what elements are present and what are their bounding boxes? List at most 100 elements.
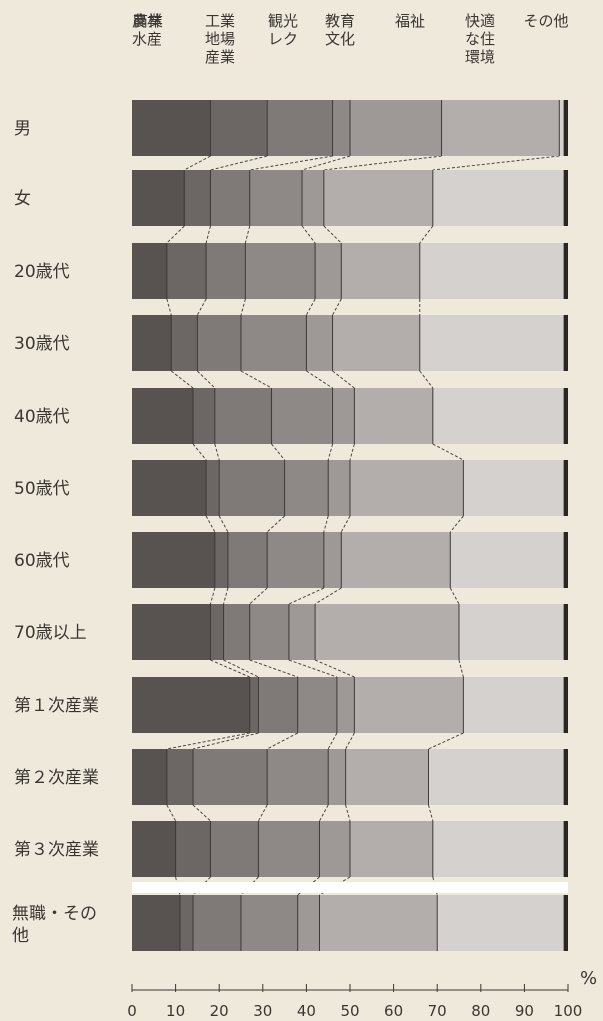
category-label: 無職・その他	[12, 904, 97, 946]
connector-line	[224, 588, 228, 604]
connector-line	[333, 299, 342, 315]
bar-segment	[289, 604, 315, 660]
bar-segment	[285, 460, 329, 516]
category-label: 60歳代	[14, 551, 70, 571]
connector-line	[193, 805, 210, 821]
connector-line	[324, 516, 328, 532]
segment-label-line: レク	[268, 30, 298, 48]
connector-line	[250, 660, 298, 677]
category-label: 第３次産業	[14, 840, 99, 860]
connector-line	[167, 299, 171, 315]
connector-line	[197, 371, 214, 388]
bar-segment	[333, 388, 355, 444]
bar-segment	[228, 532, 267, 588]
category-label: 男	[14, 119, 31, 139]
segment-label: 観光レク	[268, 12, 298, 48]
connector-line	[241, 299, 245, 315]
connector-line	[433, 444, 464, 460]
bar-segment	[564, 749, 568, 805]
segment-label-line: 福祉	[395, 12, 425, 30]
connector-line	[450, 588, 459, 604]
category-label: 70歳以上	[14, 623, 87, 643]
bar-segment	[463, 677, 563, 733]
bar-segment	[132, 460, 206, 516]
segment-label: 工業地場産業	[205, 12, 235, 66]
category-label: 第２次産業	[14, 768, 99, 788]
x-tick-label: 40	[297, 1002, 316, 1020]
bar-segment	[132, 821, 176, 877]
segment-label: 福祉	[395, 12, 425, 30]
bar-segment	[171, 315, 197, 371]
x-tick-label: 0	[127, 1002, 137, 1020]
bar-segment	[324, 532, 341, 588]
x-tick-label: 70	[428, 1002, 447, 1020]
connector-line	[346, 805, 350, 821]
category-label: 女	[14, 189, 31, 209]
x-tick-label: 10	[166, 1002, 185, 1020]
segment-label-line: 工業	[205, 12, 235, 30]
category-label: 20歳代	[14, 262, 70, 282]
segment-label-line: 快適	[465, 12, 495, 30]
bar-segment	[333, 315, 420, 371]
bar-segment	[350, 460, 463, 516]
segment-label-line: 産業	[205, 48, 235, 66]
bar-segment	[132, 604, 210, 660]
connector-line	[224, 660, 259, 677]
bar-segment	[306, 315, 332, 371]
segment-label: 快適な住環境	[465, 12, 495, 66]
x-tick-label: 90	[515, 1002, 534, 1020]
bar-segment	[315, 604, 459, 660]
category-labels: 男女 20歳代 30歳代 40歳代 50歳代 60歳代 70歳以上第１次産業第２次産業第３次…	[12, 119, 99, 946]
bar-segment	[302, 170, 324, 226]
bar-segment	[267, 100, 332, 156]
connector-line	[341, 516, 350, 532]
bar-segment	[210, 170, 249, 226]
connector-line	[328, 733, 337, 749]
bar-segment	[245, 243, 315, 299]
bar-segment	[341, 243, 419, 299]
bar-segment	[420, 315, 564, 371]
bar-segment	[193, 895, 241, 951]
connector-line	[167, 733, 250, 749]
connector-line	[167, 805, 176, 821]
bar-segment	[564, 170, 568, 226]
segment-label-line: 商業	[133, 12, 163, 30]
bar-segment	[354, 388, 432, 444]
bar-segment	[559, 100, 563, 156]
connector-line	[167, 226, 184, 243]
connector-line	[193, 733, 258, 749]
connector-line	[210, 588, 214, 604]
bar-segment	[132, 243, 167, 299]
bar-segment	[564, 100, 568, 156]
bar-segment	[564, 388, 568, 444]
bar-segment	[564, 315, 568, 371]
category-label: 50歳代	[14, 479, 70, 499]
x-tick-label: 80	[471, 1002, 490, 1020]
bar-segment	[564, 677, 568, 733]
connector-line	[245, 226, 249, 243]
bar-segment	[132, 170, 184, 226]
bar-segment	[564, 821, 568, 877]
bar-segment	[341, 532, 450, 588]
bar-segment	[224, 604, 250, 660]
bar-segment	[132, 895, 180, 951]
bar-segment	[215, 532, 228, 588]
bar-segment	[437, 895, 563, 951]
bar-segment	[564, 895, 568, 951]
connector-line	[241, 371, 272, 388]
connector-line	[210, 156, 267, 170]
category-label-line: 無職・その	[12, 904, 97, 924]
connector-line	[302, 226, 315, 243]
x-axis-unit-label: %	[580, 968, 597, 989]
bar-segment	[241, 315, 306, 371]
x-axis: % 0 10 20 30 40 50 60 70 80 90 100	[127, 968, 597, 1020]
connector-line	[272, 444, 285, 460]
bar-segment	[459, 604, 564, 660]
category-label: 第１次産業	[14, 696, 99, 716]
connector-line	[267, 516, 284, 532]
bar-segment	[250, 170, 302, 226]
bar-segment	[346, 749, 429, 805]
segment-label: 商業	[133, 12, 163, 30]
x-tick-label: 30	[253, 1002, 272, 1020]
bar-segment	[132, 100, 210, 156]
